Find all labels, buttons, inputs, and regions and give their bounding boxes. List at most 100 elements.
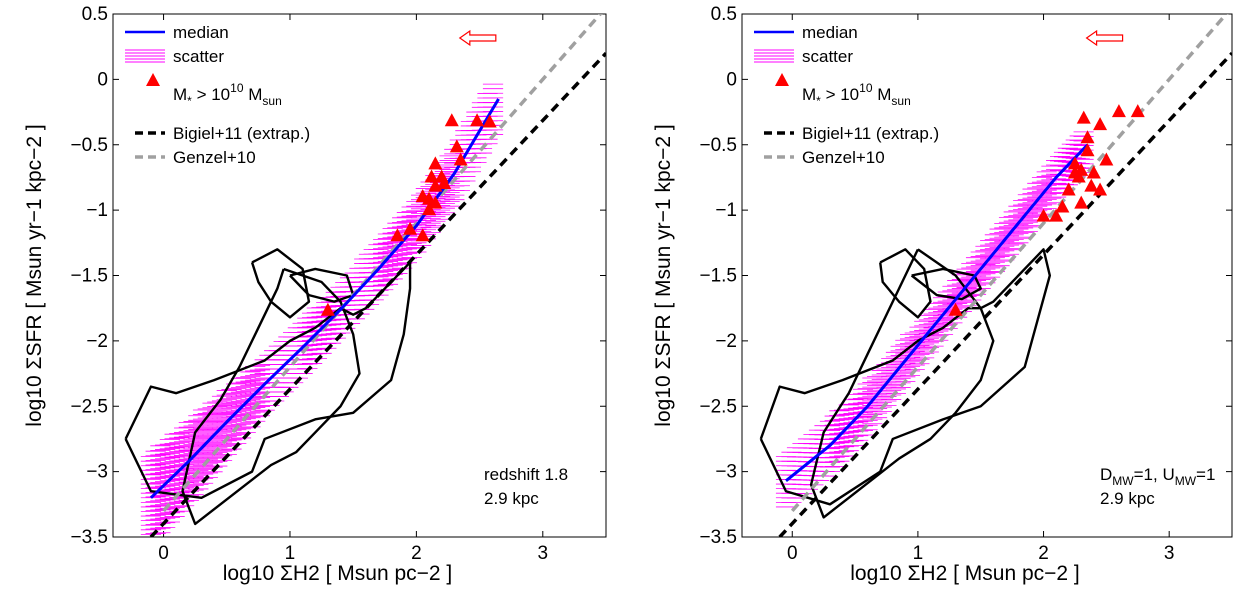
massive-galaxy-marker [1086,165,1101,179]
legend-massive-mid: > 10 [821,85,859,104]
legend-massive-sup: 10 [859,81,873,95]
x-tick-label: 2 [1038,543,1049,564]
x-tick-label: 1 [285,543,296,564]
legend-massive-sub: * [816,94,821,108]
massive-galaxy-marker [1084,178,1099,192]
scatter-band [140,83,504,535]
legend-genzel-label: Genzel+10 [802,148,885,167]
y-axis-label: log10 ΣSFR [ Msun yr−1 kpc−2 ] [23,124,46,426]
y-tick-label: −1 [715,200,737,221]
legend-massive-mid: > 10 [192,85,230,104]
y-tick-label: −1.5 [699,266,737,287]
x-axis-label: log10 ΣH2 [ Msun pc−2 ] [223,562,453,585]
massive-galaxy-marker [1067,156,1082,170]
legend-massive-label: M* > 1010 Msun [173,81,282,108]
legend-scatter-label: scatter [802,47,853,66]
legend-median-label: median [173,23,229,42]
x-axis-label: log10 ΣH2 [ Msun pc−2 ] [850,562,1080,585]
legend-massive-label: M* > 1010 Msun [802,81,911,108]
left-panel: 0 1 2 3 −3.5 −3 −2.5 −2 −1.5 −1 −0.5 0 0.5 median scat… [23,4,607,585]
y-tick-label: −2 [715,331,737,352]
right-panel: 0 1 2 3 −3.5 −3 −2.5 −2 −1.5 −1 −0.5 0 0.5 median scat… [652,4,1233,585]
massive-galaxy-marker [1080,143,1095,157]
legend-bigiel-label: Bigiel+11 (extrap.) [173,124,310,143]
massive-galaxy-marker [1099,152,1114,166]
x-tick-label: 3 [538,543,549,564]
x-tick-label: 0 [158,543,169,564]
annotation-resolution: 2.9 kpc [1100,489,1155,508]
legend-massive-swatch [146,73,160,86]
bigiel-line [149,52,606,537]
legend-massive-unit: M [873,85,892,104]
density-contour [759,248,1052,506]
massive-galaxy-marker [948,302,963,316]
massive-galaxy-marker [403,221,418,235]
density-contour [910,267,982,301]
annotation-end: =1 [1196,465,1215,484]
y-tick-label: −2.5 [70,396,108,417]
annotation-d: D [1100,465,1112,484]
y-tick-label: −1.5 [70,266,108,287]
annotation-u-sub: MW [1175,474,1197,488]
massive-galaxy-marker [1111,104,1126,118]
massive-galaxy-marker [415,228,430,242]
massive-galaxy-marker [1130,104,1145,118]
density-contour [124,261,412,499]
massive-galaxy-marker [1093,182,1108,196]
legend-massive-unit-sub: sun [891,94,910,108]
massive-galaxy-marker [1080,130,1095,144]
massive-galaxy-marker [1061,182,1076,196]
legend-massive-swatch [775,73,789,86]
median-line [785,143,1089,482]
genzel-line [162,14,603,513]
legend-massive-unit: M [244,85,263,104]
massive-galaxy-marker [1049,208,1064,222]
left-arrow-icon [1085,29,1124,47]
density-contour [879,248,932,319]
legend-massive-sub: * [187,94,192,108]
massive-galaxy-marker [482,114,497,128]
y-tick-label: −3 [86,462,108,483]
y-tick-label: 0 [97,69,108,90]
massive-galaxy-marker [390,228,405,242]
density-contour [181,267,361,526]
density-contour [250,248,311,319]
massive-galaxy-marker [1036,208,1051,222]
y-tick-label: −0.5 [70,135,108,156]
legend-bigiel-label: Bigiel+11 (extrap.) [802,124,939,143]
y-axis-label: log10 ΣSFR [ Msun yr−1 kpc−2 ] [652,124,675,426]
massive-galaxy-marker [453,152,468,166]
x-tick-label: 1 [913,543,924,564]
massive-galaxy-marker [428,195,443,209]
massive-galaxy-marker [470,113,485,127]
annotation-mid: =1, U [1134,465,1175,484]
y-tick-label: −3.5 [699,527,737,548]
massive-galaxy-marker [449,139,464,153]
y-tick-label: 0.5 [82,4,108,25]
y-tick-label: −2 [86,331,108,352]
legend-massive-m: M [173,85,187,104]
y-tick-label: −3 [715,462,737,483]
left-arrow-icon [458,29,497,47]
massive-galaxy-marker [1093,117,1108,131]
x-tick-label: 2 [411,543,422,564]
massive-galaxy-marker [320,302,335,316]
annotation-dmw-umw: DMW=1, UMW=1 [1100,465,1215,488]
massive-galaxy-marker [437,175,452,189]
legend-massive-sup: 10 [230,81,244,95]
y-tick-label: −0.5 [699,135,737,156]
y-tick-label: −2.5 [699,396,737,417]
massive-galaxy-marker [1074,195,1089,209]
bigiel-line [778,52,1232,537]
massive-galaxy-marker [1055,199,1070,213]
x-tick-label: 0 [787,543,798,564]
legend-genzel-label: Genzel+10 [173,148,256,167]
legend-scatter-label: scatter [173,47,224,66]
massive-galaxy-marker [1067,165,1082,179]
annotation-d-sub: MW [1112,474,1134,488]
y-tick-label: 0 [726,69,737,90]
x-tick-label: 3 [1164,543,1175,564]
massive-galaxy-marker [422,202,437,216]
y-tick-label: 0.5 [711,4,737,25]
